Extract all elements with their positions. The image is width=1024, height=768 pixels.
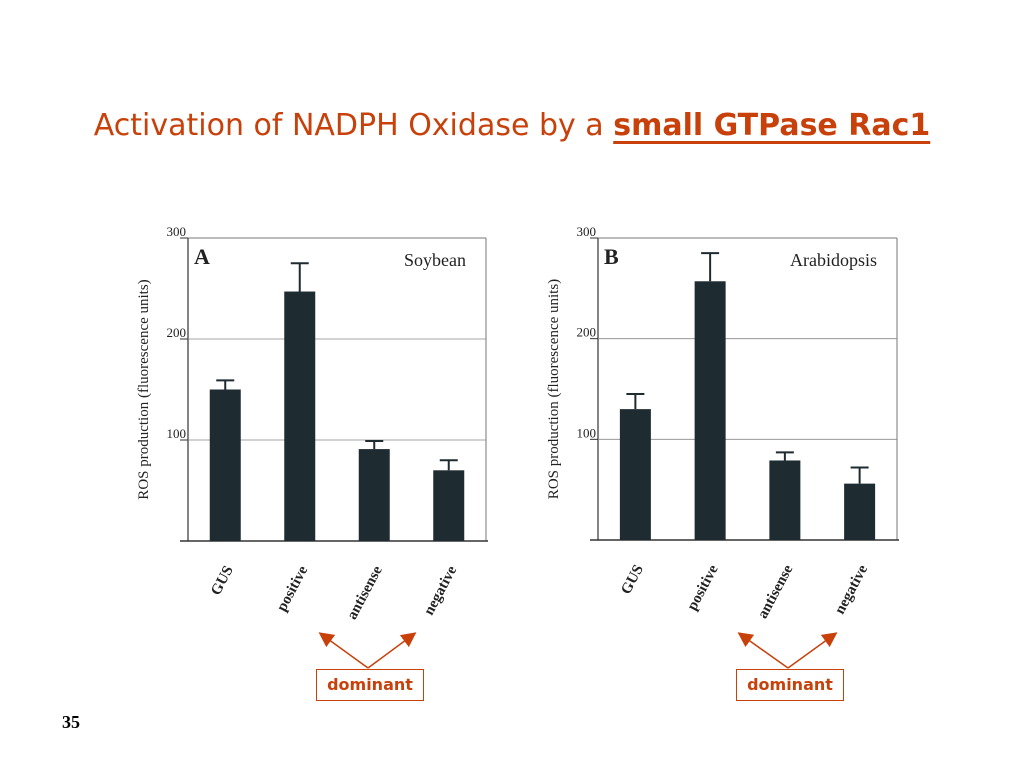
arrow-to-positive-b — [737, 632, 789, 669]
y-tick-label: 300 — [577, 224, 597, 239]
y-tick-label: 200 — [577, 325, 597, 340]
dominant-label-b: dominant — [736, 669, 844, 701]
title-emphasis: small GTPase Rac1 — [613, 108, 931, 143]
chart-soybean: 100 200 300 ROS production (fluorescence un… — [136, 224, 488, 622]
arrow-to-positive-a — [318, 632, 369, 669]
y-tick-label: 300 — [167, 224, 187, 239]
y-tick-label: 100 — [167, 426, 187, 441]
panel-letter: A — [194, 244, 210, 269]
bar-negative — [433, 470, 465, 541]
slide-title: Activation of NADPH Oxidase by a small G… — [0, 108, 1024, 143]
bar-GUS — [209, 389, 241, 541]
slide-number: 35 — [62, 712, 80, 732]
bar-positive — [284, 291, 316, 541]
dominant-label-a: dominant — [316, 669, 424, 701]
panel-letter: B — [604, 244, 619, 269]
bar-antisense — [769, 460, 801, 540]
bar-antisense — [358, 449, 390, 541]
arrow-to-antisense-a — [367, 632, 417, 669]
y-tick-label: 200 — [167, 325, 187, 340]
chart-arabidopsis: 100 200 300 ROS production (fluorescence un… — [546, 224, 899, 621]
bar-positive — [694, 281, 726, 540]
bar-GUS — [619, 409, 651, 540]
panel-inset-label: Arabidopsis — [790, 250, 877, 270]
arrow-to-antisense-b — [787, 632, 838, 669]
y-axis-label: ROS production (fluorescence units) — [136, 279, 152, 499]
y-tick-label: 100 — [577, 425, 597, 440]
panel-inset-label: Soybean — [404, 250, 466, 270]
bar-negative — [844, 483, 876, 540]
title-plain: Activation of NADPH Oxidase by a — [93, 108, 604, 143]
y-axis-label: ROS production (fluorescence units) — [546, 279, 562, 499]
